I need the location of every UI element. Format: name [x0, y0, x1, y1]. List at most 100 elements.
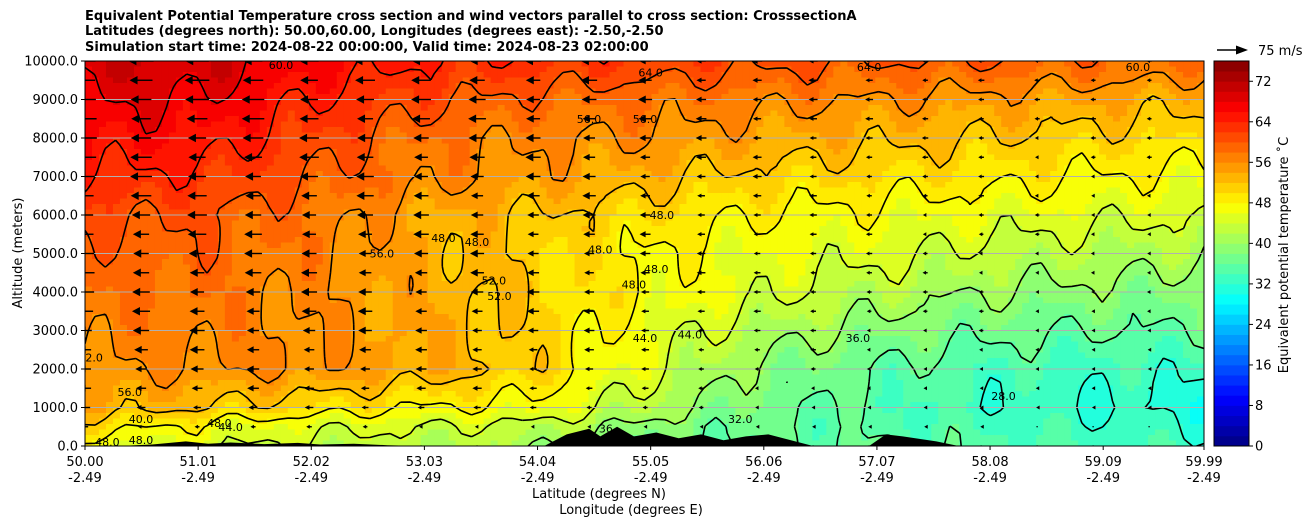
field-cell	[567, 83, 576, 90]
field-cell	[168, 165, 177, 172]
field-cell	[609, 220, 618, 227]
field-cell	[329, 66, 338, 73]
field-cell	[511, 61, 520, 68]
field-cell	[203, 209, 212, 216]
field-cell	[1155, 116, 1163, 123]
field-cell	[1057, 187, 1065, 194]
field-cell	[861, 187, 869, 194]
field-cell	[1050, 220, 1058, 227]
field-cell	[280, 220, 289, 227]
field-cell	[700, 143, 709, 150]
field-cell	[630, 215, 639, 222]
field-cell	[770, 143, 778, 150]
field-cell	[182, 66, 191, 73]
field-cell	[686, 193, 695, 200]
field-cell	[294, 132, 303, 139]
field-cell	[980, 88, 988, 95]
field-cell	[672, 154, 681, 161]
field-cell	[161, 220, 170, 227]
field-cell	[770, 88, 778, 95]
field-cell	[798, 209, 806, 216]
field-cell	[154, 77, 163, 84]
field-cell	[1120, 187, 1128, 194]
field-cell	[1043, 160, 1051, 167]
field-cell	[903, 121, 911, 128]
field-cell	[1162, 88, 1170, 95]
field-cell	[588, 66, 597, 73]
field-cell	[294, 231, 303, 238]
field-cell	[1099, 215, 1107, 222]
field-cell	[238, 215, 247, 222]
field-cell	[105, 105, 114, 112]
field-cell	[1176, 121, 1184, 128]
field-cell	[322, 105, 331, 112]
field-cell	[154, 132, 163, 139]
field-cell	[189, 66, 198, 73]
field-cell	[721, 127, 730, 134]
field-cell	[539, 105, 548, 112]
field-cell	[525, 66, 534, 73]
field-cell	[427, 61, 436, 68]
field-cell	[742, 160, 750, 167]
field-cell	[1036, 72, 1044, 79]
field-cell	[546, 154, 555, 161]
field-cell	[938, 204, 946, 211]
field-cell	[294, 138, 303, 145]
field-cell	[231, 94, 240, 101]
field-cell	[378, 132, 387, 139]
field-cell	[854, 61, 862, 68]
field-cell	[392, 127, 401, 134]
field-cell	[623, 215, 632, 222]
field-cell	[504, 105, 513, 112]
field-cell	[294, 226, 303, 233]
field-cell	[581, 226, 590, 233]
field-cell	[462, 220, 471, 227]
field-cell	[231, 209, 240, 216]
field-cell	[350, 193, 359, 200]
field-cell	[357, 182, 366, 189]
field-cell	[336, 143, 345, 150]
field-cell	[329, 99, 338, 106]
field-cell	[1183, 209, 1191, 216]
field-cell	[686, 116, 695, 123]
field-cell	[294, 116, 303, 123]
field-cell	[217, 209, 226, 216]
field-cell	[882, 209, 890, 216]
field-cell	[672, 143, 681, 150]
field-cell	[112, 110, 121, 117]
field-cell	[560, 121, 569, 128]
field-cell	[147, 61, 156, 68]
field-cell	[161, 154, 170, 161]
field-cell	[840, 226, 848, 233]
field-cell	[1029, 88, 1037, 95]
field-cell	[826, 171, 834, 178]
field-cell	[1197, 165, 1204, 172]
field-cell	[819, 187, 827, 194]
field-cell	[1043, 209, 1051, 216]
field-cell	[1141, 209, 1149, 216]
field-cell	[112, 231, 121, 238]
field-cell	[1127, 209, 1135, 216]
field-cell	[735, 176, 744, 183]
field-cell	[1022, 121, 1030, 128]
field-cell	[1127, 171, 1135, 178]
field-cell	[868, 220, 876, 227]
field-cell	[826, 138, 834, 145]
field-cell	[448, 116, 457, 123]
field-cell	[889, 160, 897, 167]
field-cell	[791, 193, 799, 200]
field-cell	[609, 154, 618, 161]
field-cell	[861, 99, 869, 106]
field-cell	[308, 132, 317, 139]
field-cell	[511, 193, 520, 200]
field-cell	[700, 99, 709, 106]
field-cell	[854, 83, 862, 90]
field-cell	[714, 154, 723, 161]
field-cell	[1008, 132, 1016, 139]
field-cell	[147, 160, 156, 167]
field-cell	[602, 204, 611, 211]
field-cell	[350, 94, 359, 101]
field-cell	[462, 127, 471, 134]
field-cell	[315, 215, 324, 222]
field-cell	[252, 187, 261, 194]
